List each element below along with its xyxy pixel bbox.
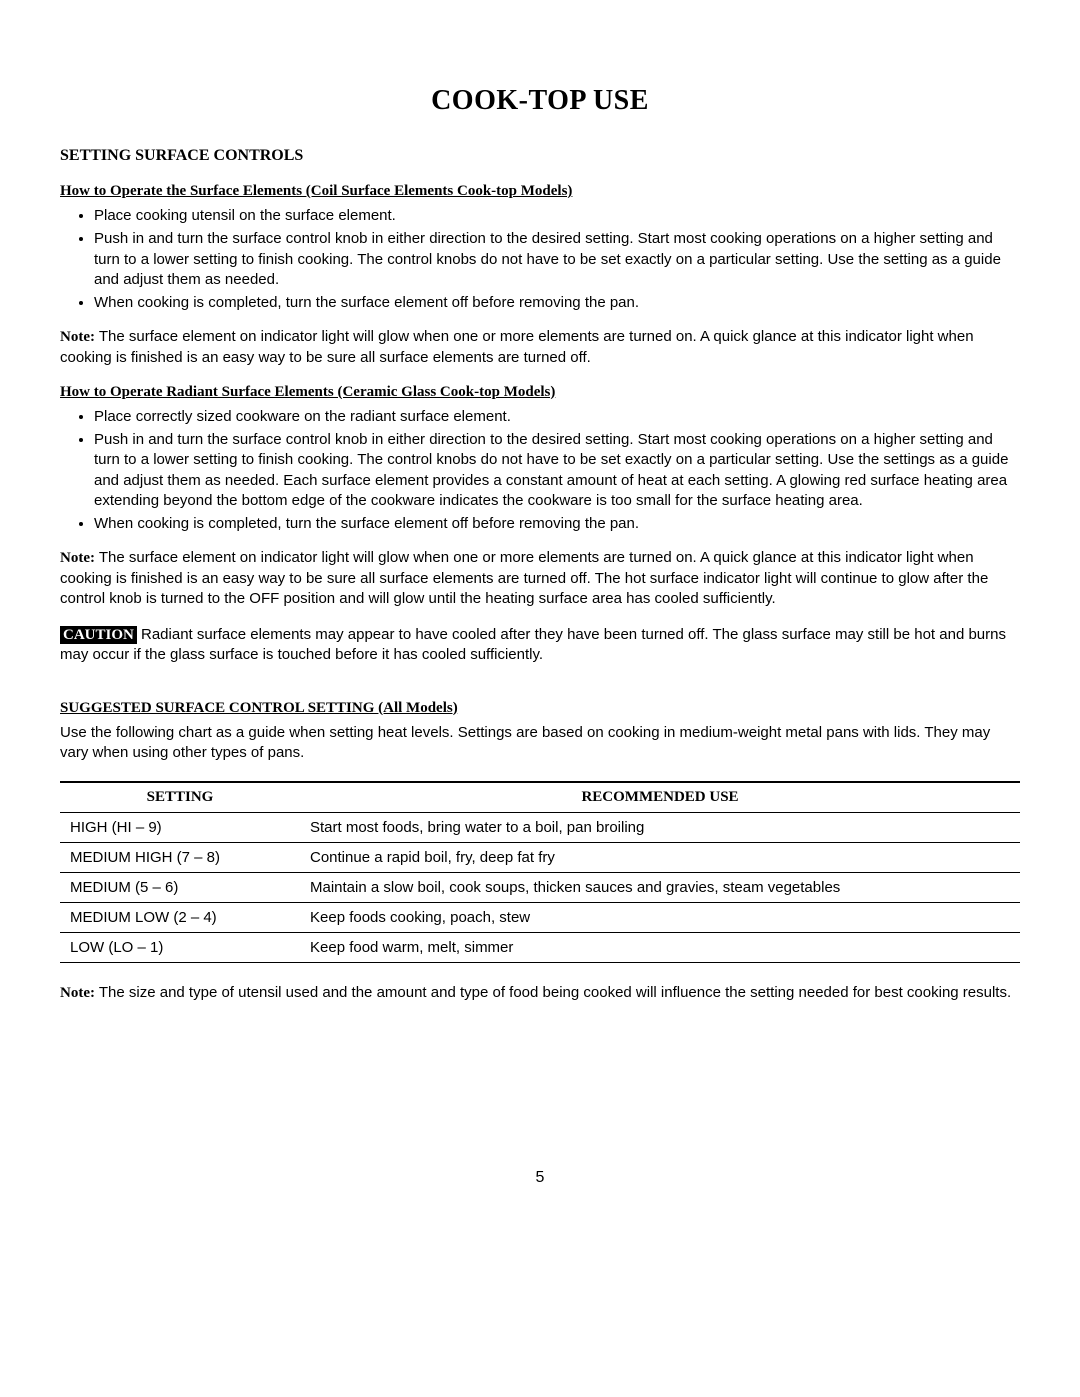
note-text: The surface element on indicator light w… bbox=[60, 328, 974, 365]
col-use-header: RECOMMENDED USE bbox=[300, 782, 1020, 813]
suggested-heading: SUGGESTED SURFACE CONTROL SETTING (All M… bbox=[60, 700, 1020, 717]
list-item: Place cooking utensil on the surface ele… bbox=[94, 206, 1020, 226]
table-row: MEDIUM (5 – 6) Maintain a slow boil, coo… bbox=[60, 873, 1020, 903]
cell-setting: MEDIUM HIGH (7 – 8) bbox=[60, 843, 300, 873]
suggested-intro: Use the following chart as a guide when … bbox=[60, 723, 1020, 764]
note-text: The size and type of utensil used and th… bbox=[95, 984, 1011, 1001]
radiant-caution: CAUTION Radiant surface elements may app… bbox=[60, 625, 1020, 666]
list-item: Push in and turn the surface control kno… bbox=[94, 229, 1020, 290]
suggested-note: Note: The size and type of utensil used … bbox=[60, 983, 1020, 1003]
cell-setting: LOW (LO – 1) bbox=[60, 933, 300, 963]
list-item: Push in and turn the surface control kno… bbox=[94, 430, 1020, 511]
radiant-note: Note: The surface element on indicator l… bbox=[60, 548, 1020, 609]
note-label: Note: bbox=[60, 329, 95, 345]
table-row: MEDIUM HIGH (7 – 8) Continue a rapid boi… bbox=[60, 843, 1020, 873]
radiant-bullets: Place correctly sized cookware on the ra… bbox=[60, 407, 1020, 535]
spacer bbox=[60, 682, 1020, 700]
table-row: MEDIUM LOW (2 – 4) Keep foods cooking, p… bbox=[60, 903, 1020, 933]
coil-heading: How to Operate the Surface Elements (Coi… bbox=[60, 183, 1020, 200]
page-number: 5 bbox=[0, 1169, 1080, 1187]
section-heading: SETTING SURFACE CONTROLS bbox=[60, 147, 1020, 165]
cell-use: Maintain a slow boil, cook soups, thicke… bbox=[300, 873, 1020, 903]
caution-label: CAUTION bbox=[60, 626, 137, 644]
document-page: COOK-TOP USE SETTING SURFACE CONTROLS Ho… bbox=[0, 0, 1080, 1397]
note-label: Note: bbox=[60, 985, 95, 1001]
cell-use: Keep food warm, melt, simmer bbox=[300, 933, 1020, 963]
note-text: The surface element on indicator light w… bbox=[60, 549, 988, 607]
cell-setting: MEDIUM LOW (2 – 4) bbox=[60, 903, 300, 933]
col-setting-header: SETTING bbox=[60, 782, 300, 813]
list-item: When cooking is completed, turn the surf… bbox=[94, 514, 1020, 534]
note-label: Note: bbox=[60, 550, 95, 566]
table-header-row: SETTING RECOMMENDED USE bbox=[60, 782, 1020, 813]
coil-note: Note: The surface element on indicator l… bbox=[60, 327, 1020, 368]
cell-setting: MEDIUM (5 – 6) bbox=[60, 873, 300, 903]
page-title: COOK-TOP USE bbox=[60, 85, 1020, 117]
cell-use: Start most foods, bring water to a boil,… bbox=[300, 813, 1020, 843]
list-item: When cooking is completed, turn the surf… bbox=[94, 293, 1020, 313]
radiant-heading: How to Operate Radiant Surface Elements … bbox=[60, 384, 1020, 401]
settings-table: SETTING RECOMMENDED USE HIGH (HI – 9) St… bbox=[60, 781, 1020, 963]
caution-text: Radiant surface elements may appear to h… bbox=[60, 626, 1006, 663]
table-row: LOW (LO – 1) Keep food warm, melt, simme… bbox=[60, 933, 1020, 963]
cell-setting: HIGH (HI – 9) bbox=[60, 813, 300, 843]
list-item: Place correctly sized cookware on the ra… bbox=[94, 407, 1020, 427]
cell-use: Continue a rapid boil, fry, deep fat fry bbox=[300, 843, 1020, 873]
table-row: HIGH (HI – 9) Start most foods, bring wa… bbox=[60, 813, 1020, 843]
cell-use: Keep foods cooking, poach, stew bbox=[300, 903, 1020, 933]
coil-bullets: Place cooking utensil on the surface ele… bbox=[60, 206, 1020, 313]
